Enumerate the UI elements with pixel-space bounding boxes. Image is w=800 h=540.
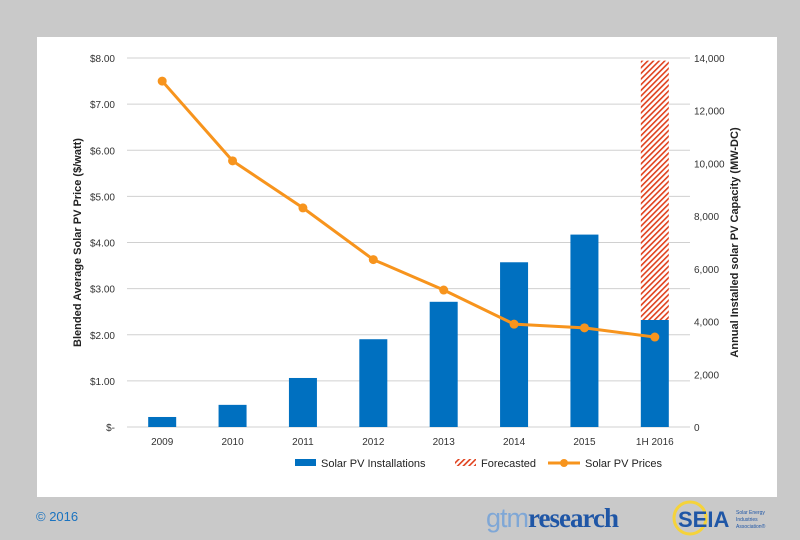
y2-tick-label: 4,000	[694, 318, 719, 329]
y-tick-label: $-	[106, 423, 115, 434]
x-tick-label: 2012	[362, 437, 385, 448]
y-tick-label: $5.00	[90, 192, 115, 203]
y2-tick-label: 12,000	[694, 107, 725, 118]
bar-forecasted	[640, 60, 669, 320]
bar-installations	[429, 301, 458, 427]
y2-tick-label: 10,000	[694, 159, 725, 170]
x-tick-label: 2015	[573, 437, 596, 448]
legend-label: Forecasted	[481, 458, 536, 470]
price-point	[650, 332, 660, 342]
y2-tick-label: 2,000	[694, 370, 719, 381]
svg-text:Association®: Association®	[736, 523, 766, 530]
svg-text:Solar Energy: Solar Energy	[736, 510, 765, 516]
y-tick-label: $8.00	[90, 54, 115, 65]
x-tick-label: 2009	[151, 437, 174, 448]
price-point	[228, 156, 238, 166]
y-tick-label: $7.00	[90, 100, 115, 111]
y2-tick-label: 14,000	[694, 54, 725, 65]
bar-installations	[218, 404, 247, 427]
y2-tick-label: 8,000	[694, 212, 719, 223]
y2-tick-label: 6,000	[694, 265, 719, 276]
y-tick-label: $1.00	[90, 377, 115, 388]
legend-label: Solar PV Installations	[321, 458, 426, 470]
chart-panel: $- $1.00 $2.00 $3.00 $4.00 $5.00 $6.00 $7.00 $8.…	[37, 37, 777, 497]
y-tick-label: $3.00	[90, 285, 115, 296]
x-tick-label: 2014	[503, 437, 526, 448]
bar-installations	[148, 416, 177, 427]
price-point	[157, 76, 167, 86]
bar-installations	[288, 377, 317, 427]
price-point	[368, 255, 378, 265]
x-tick-label: 2013	[433, 437, 456, 448]
gtm-research-logo: gtmresearch	[486, 503, 619, 533]
y-axis-label: Blended Average Solar PV Price ($/watt)	[72, 138, 84, 347]
seia-logo: SEIA Solar Energy Industries Association…	[672, 500, 766, 536]
bar-installations	[500, 262, 529, 427]
bar-installations	[359, 339, 388, 427]
price-line	[161, 80, 656, 339]
y2-axis-label: Annual Installed solar PV Capacity (MW-D…	[729, 127, 741, 358]
legend-swatch-installations	[295, 459, 316, 466]
legend-label: Solar PV Prices	[585, 458, 663, 470]
copyright: © 2016	[36, 509, 79, 524]
y-tick-label: $6.00	[90, 146, 115, 157]
price-point	[579, 323, 589, 333]
x-tick-label: 1H 2016	[636, 437, 674, 448]
price-point	[509, 319, 519, 329]
legend-marker-prices	[560, 459, 568, 467]
y-tick-label: $2.00	[90, 331, 115, 342]
svg-text:Industries: Industries	[736, 517, 758, 523]
x-tick-label: 2011	[292, 437, 314, 448]
x-tick-label: 2010	[221, 437, 244, 448]
price-point	[298, 203, 308, 213]
y2-tick-label: 0	[694, 423, 700, 434]
price-point	[439, 285, 449, 295]
svg-text:SEIA: SEIA	[678, 507, 729, 532]
legend-swatch-forecasted	[455, 459, 476, 466]
y-tick-label: $4.00	[90, 239, 115, 250]
chart: $- $1.00 $2.00 $3.00 $4.00 $5.00 $6.00 $7.00 $8.…	[72, 54, 741, 470]
